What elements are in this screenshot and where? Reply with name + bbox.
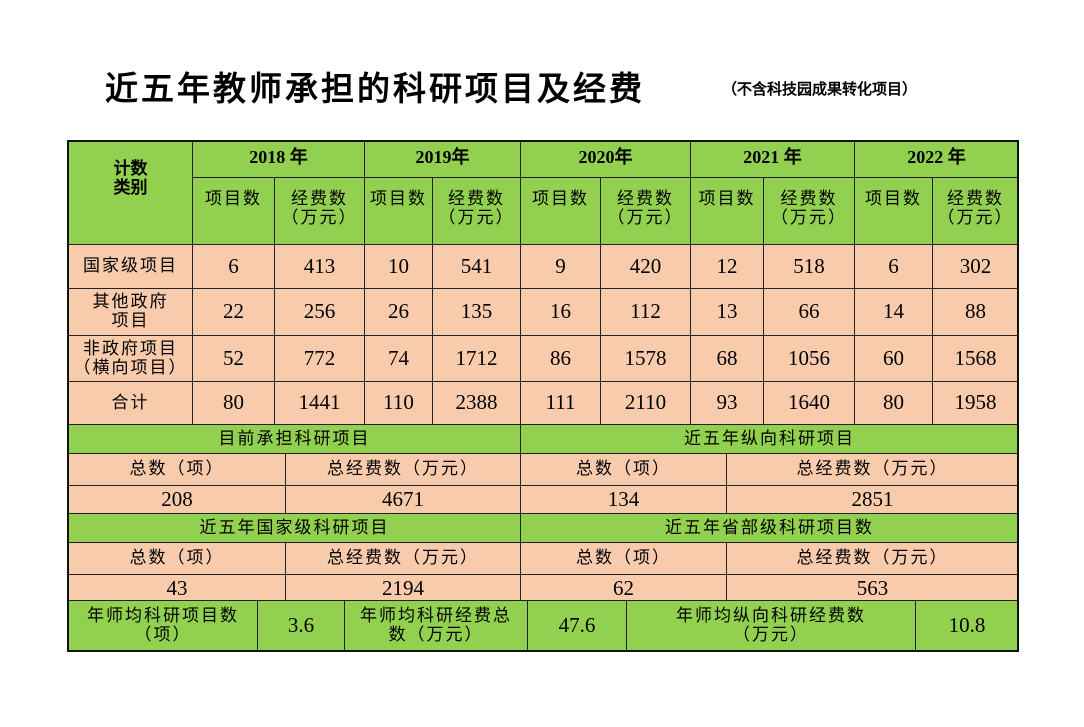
table-cell: 1441	[274, 381, 365, 425]
row-label: 其他政府 项目	[68, 288, 193, 336]
average-label: 年师均纵向科研经费数 （万元）	[626, 600, 916, 651]
table-cell: 1712	[432, 335, 521, 382]
table-cell: 2110	[600, 381, 691, 425]
summary-count-label: 总数（项）	[68, 453, 286, 486]
average-value: 10.8	[915, 600, 1019, 651]
summary-title: 目前承担科研项目	[68, 424, 521, 454]
average-label: 年师均科研经费总 数（万元）	[344, 600, 528, 651]
table-cell: 111	[520, 381, 601, 425]
table-cell: 22	[192, 288, 275, 336]
summary-count: 43	[68, 574, 286, 603]
summary-title: 近五年纵向科研项目	[520, 424, 1019, 454]
table-cell: 9	[520, 244, 601, 289]
table-cell: 74	[364, 335, 433, 382]
table-cell: 135	[432, 288, 521, 336]
table-cell: 14	[854, 288, 933, 336]
summary-funds-label: 总经费数（万元）	[726, 542, 1019, 575]
table-cell: 772	[274, 335, 365, 382]
summary-funds-label: 总经费数（万元）	[285, 453, 521, 486]
summary-funds-label: 总经费数（万元）	[726, 453, 1019, 486]
summary-funds: 563	[726, 574, 1019, 603]
year-header: 2019年	[364, 141, 521, 178]
summary-count: 62	[520, 574, 727, 603]
year-header: 2022 年	[854, 141, 1019, 178]
table-cell: 52	[192, 335, 275, 382]
table-cell: 2388	[432, 381, 521, 425]
summary-count-label: 总数（项）	[68, 542, 286, 575]
table-cell: 1578	[600, 335, 691, 382]
average-value: 3.6	[257, 600, 345, 651]
year-header: 2020年	[520, 141, 691, 178]
summary-funds: 2851	[726, 485, 1019, 514]
funds-header: 经费数 （万元）	[763, 177, 855, 245]
table-cell: 26	[364, 288, 433, 336]
page-subtitle: （不含科技园成果转化项目）	[722, 80, 918, 98]
table-cell: 518	[763, 244, 855, 289]
table-cell: 12	[690, 244, 764, 289]
row-label: 合计	[68, 381, 193, 425]
page-title: 近五年教师承担的科研项目及经费	[105, 69, 645, 108]
table-cell: 110	[364, 381, 433, 425]
corner-header: 计数 类别	[68, 141, 193, 245]
summary-count-label: 总数（项）	[520, 453, 727, 486]
table-cell: 88	[932, 288, 1019, 336]
average-label: 年师均科研项目数 （项）	[68, 600, 258, 651]
table-cell: 413	[274, 244, 365, 289]
summary-funds-label: 总经费数（万元）	[285, 542, 521, 575]
table-cell: 60	[854, 335, 933, 382]
summary-count-label: 总数（项）	[520, 542, 727, 575]
table-cell: 66	[763, 288, 855, 336]
table-cell: 1958	[932, 381, 1019, 425]
table-cell: 93	[690, 381, 764, 425]
summary-count: 134	[520, 485, 727, 514]
table-cell: 1056	[763, 335, 855, 382]
table-cell: 1568	[932, 335, 1019, 382]
count-header: 项目数	[854, 177, 933, 245]
table-cell: 68	[690, 335, 764, 382]
summary-count: 208	[68, 485, 286, 514]
summary-funds: 4671	[285, 485, 521, 514]
table-cell: 80	[854, 381, 933, 425]
table-cell: 6	[854, 244, 933, 289]
funds-header: 经费数 （万元）	[432, 177, 521, 245]
funds-header: 经费数 （万元）	[274, 177, 365, 245]
funds-header: 经费数 （万元）	[932, 177, 1019, 245]
table-cell: 256	[274, 288, 365, 336]
count-header: 项目数	[192, 177, 275, 245]
table-cell: 80	[192, 381, 275, 425]
summary-funds: 2194	[285, 574, 521, 603]
table-cell: 13	[690, 288, 764, 336]
table-cell: 541	[432, 244, 521, 289]
year-header: 2021 年	[690, 141, 855, 178]
table-cell: 86	[520, 335, 601, 382]
row-label: 非政府项目 （横向项目）	[68, 335, 193, 382]
table-cell: 16	[520, 288, 601, 336]
table-cell: 302	[932, 244, 1019, 289]
funds-header: 经费数 （万元）	[600, 177, 691, 245]
summary-title: 近五年省部级科研项目数	[520, 513, 1019, 543]
year-header: 2018 年	[192, 141, 365, 178]
table-cell: 6	[192, 244, 275, 289]
average-value: 47.6	[527, 600, 627, 651]
count-header: 项目数	[364, 177, 433, 245]
summary-title: 近五年国家级科研项目	[68, 513, 521, 543]
table-cell: 10	[364, 244, 433, 289]
count-header: 项目数	[520, 177, 601, 245]
table-cell: 1640	[763, 381, 855, 425]
row-label: 国家级项目	[68, 244, 193, 289]
table-cell: 112	[600, 288, 691, 336]
count-header: 项目数	[690, 177, 764, 245]
table-cell: 420	[600, 244, 691, 289]
